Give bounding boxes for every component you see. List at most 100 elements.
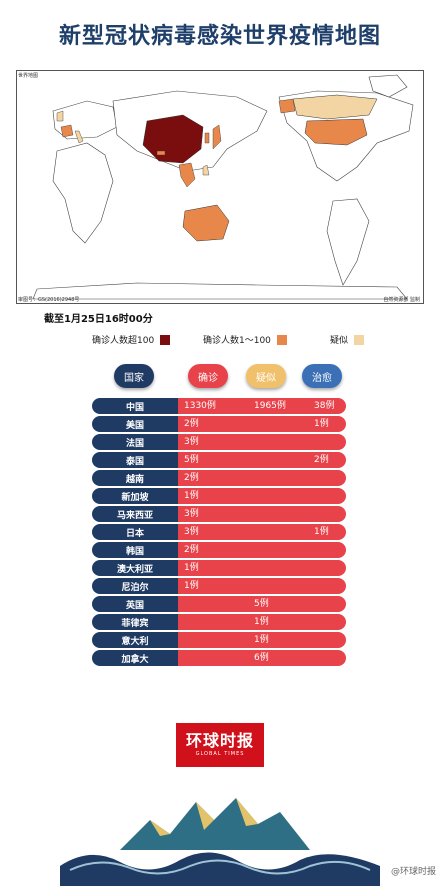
cured-value: 2例 bbox=[314, 455, 329, 465]
confirmed-value: 2例 bbox=[184, 473, 199, 483]
header-country: 国家 bbox=[114, 364, 154, 388]
global-times-logo: 环球时报 GLOBAL TIMES bbox=[176, 723, 264, 767]
africa-shape bbox=[52, 142, 114, 244]
confirmed-value: 3例 bbox=[184, 437, 199, 447]
data-cell: 1例 bbox=[178, 614, 346, 630]
australia-shape bbox=[182, 204, 230, 242]
watermark-text: @环球时报 bbox=[390, 867, 436, 877]
decorative-mountains-waves bbox=[60, 798, 380, 886]
page-title: 新型冠状病毒感染世界疫情地图 bbox=[58, 24, 381, 49]
data-cell: 2例 bbox=[178, 542, 346, 558]
country-cell: 加拿大 bbox=[92, 650, 178, 666]
table-row: 法国 3例 bbox=[92, 434, 346, 450]
table-row: 菲律宾 1例 bbox=[92, 614, 346, 630]
country-cell: 英国 bbox=[92, 596, 178, 612]
nepal-shape bbox=[156, 150, 166, 156]
legend-swatch bbox=[276, 334, 287, 345]
mountain-shape bbox=[120, 798, 310, 850]
usa-shape bbox=[304, 118, 368, 146]
confirmed-value: 5例 bbox=[184, 455, 199, 465]
legend-item-confirmed-100plus: 确诊人数超100 bbox=[92, 333, 171, 346]
mountain-highlight bbox=[150, 798, 258, 836]
table-row: 新加坡 1例 bbox=[92, 488, 346, 504]
country-cell: 中国 bbox=[92, 398, 178, 414]
wave-shape bbox=[60, 852, 380, 886]
confirmed-value: 1330例 bbox=[184, 401, 216, 411]
table-row: 泰国 5例 2例 bbox=[92, 452, 346, 468]
country-cell: 意大利 bbox=[92, 632, 178, 648]
suspected-value: 1965例 bbox=[254, 401, 286, 411]
france-shape bbox=[60, 124, 74, 138]
legend-item-suspected: 疑似 bbox=[330, 333, 365, 346]
country-cell: 法国 bbox=[92, 434, 178, 450]
japan-shape bbox=[212, 124, 222, 150]
world-map-graphic bbox=[32, 74, 414, 300]
legend-item-confirmed-1-100: 确诊人数1～100 bbox=[203, 333, 287, 346]
data-cell: 1例 bbox=[178, 578, 346, 594]
country-cell: 澳大利亚 bbox=[92, 560, 178, 576]
country-cell: 尼泊尔 bbox=[92, 578, 178, 594]
cured-value: 1例 bbox=[314, 419, 329, 429]
data-cell: 5例 2例 bbox=[178, 452, 346, 468]
uk-shape bbox=[56, 110, 64, 122]
confirmed-value: 1例 bbox=[184, 581, 199, 591]
country-cell: 菲律宾 bbox=[92, 614, 178, 630]
data-cell: 2例 bbox=[178, 470, 346, 486]
data-cell: 1330例 1965例 38例 bbox=[178, 398, 346, 414]
table-row: 意大利 1例 bbox=[92, 632, 346, 648]
legend-swatch bbox=[160, 334, 171, 345]
logo-sub-text: GLOBAL TIMES bbox=[195, 751, 245, 757]
data-cell: 3例 bbox=[178, 506, 346, 522]
map-credit-label: 自然资源部 监制 bbox=[383, 297, 420, 303]
data-cell: 5例 bbox=[178, 596, 346, 612]
confirmed-value: 1例 bbox=[184, 563, 199, 573]
cases-table: 中国 1330例 1965例 38例 美国 2例 1例 法国 3例 泰国 5例 … bbox=[92, 398, 346, 668]
suspected-value: 1例 bbox=[254, 617, 269, 627]
alaska-shape bbox=[278, 98, 296, 114]
philippines-shape bbox=[202, 164, 210, 176]
date-label: 截至1月25日16时00分 bbox=[44, 314, 153, 325]
table-row: 越南 2例 bbox=[92, 470, 346, 486]
suspected-value: 6例 bbox=[254, 653, 269, 663]
table-row: 英国 5例 bbox=[92, 596, 346, 612]
table-row: 尼泊尔 1例 bbox=[92, 578, 346, 594]
header-cured: 治愈 bbox=[302, 364, 342, 388]
greenland-shape bbox=[368, 74, 408, 98]
map-corner-label: 世界地图 bbox=[18, 73, 39, 79]
table-row: 加拿大 6例 bbox=[92, 650, 346, 666]
legend-label: 确诊人数1～100 bbox=[203, 336, 271, 346]
data-cell: 6例 bbox=[178, 650, 346, 666]
country-cell: 泰国 bbox=[92, 452, 178, 468]
country-cell: 日本 bbox=[92, 524, 178, 540]
country-cell: 美国 bbox=[92, 416, 178, 432]
country-cell: 韩国 bbox=[92, 542, 178, 558]
confirmed-value: 3例 bbox=[184, 527, 199, 537]
cured-value: 38例 bbox=[314, 401, 335, 411]
country-cell: 马来西亚 bbox=[92, 506, 178, 522]
wave-foam bbox=[69, 859, 371, 875]
table-row: 韩国 2例 bbox=[92, 542, 346, 558]
cured-value: 1例 bbox=[314, 527, 329, 537]
table-row: 澳大利亚 1例 bbox=[92, 560, 346, 576]
table-row: 日本 3例 1例 bbox=[92, 524, 346, 540]
confirmed-value: 3例 bbox=[184, 509, 199, 519]
data-cell: 2例 1例 bbox=[178, 416, 346, 432]
header-suspected: 疑似 bbox=[246, 364, 286, 388]
data-cell: 1例 bbox=[178, 560, 346, 576]
korea-shape bbox=[204, 132, 210, 144]
country-cell: 新加坡 bbox=[92, 488, 178, 504]
southeast-asia-shape bbox=[178, 162, 196, 188]
data-cell: 1例 bbox=[178, 488, 346, 504]
table-row: 美国 2例 1例 bbox=[92, 416, 346, 432]
data-cell: 3例 bbox=[178, 434, 346, 450]
country-cell: 越南 bbox=[92, 470, 178, 486]
legend-swatch bbox=[354, 334, 365, 345]
table-row: 马来西亚 3例 bbox=[92, 506, 346, 522]
map-source-label: 审图号：GS(2016)2948号 bbox=[18, 297, 80, 303]
legend-label: 疑似 bbox=[330, 336, 349, 346]
confirmed-value: 2例 bbox=[184, 419, 199, 429]
canada-shape bbox=[292, 94, 378, 120]
logo-main-text: 环球时报 bbox=[185, 731, 254, 750]
suspected-value: 1例 bbox=[254, 635, 269, 645]
confirmed-value: 1例 bbox=[184, 491, 199, 501]
